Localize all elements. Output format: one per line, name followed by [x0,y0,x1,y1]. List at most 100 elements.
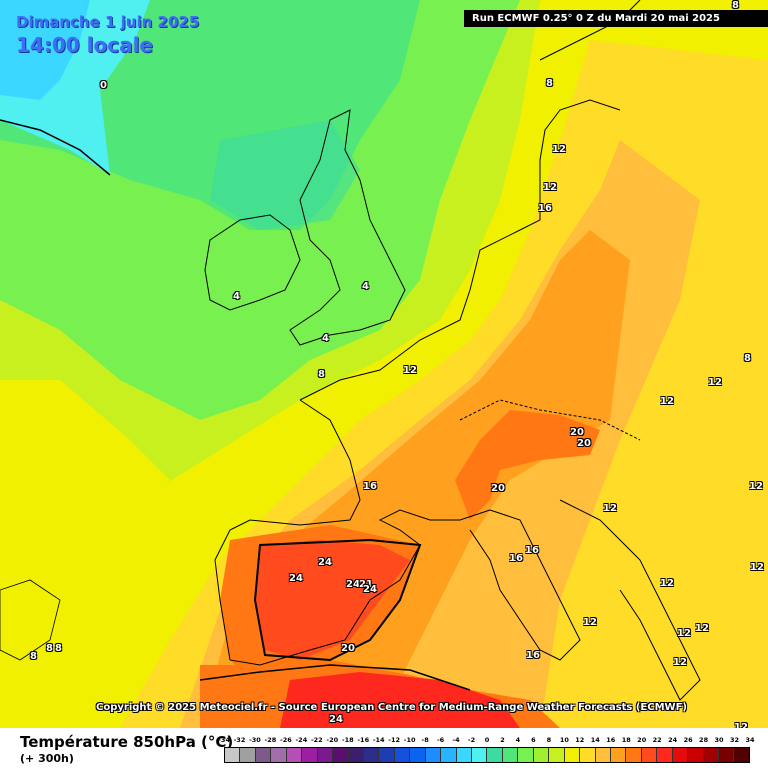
contour-label: 12 [695,623,709,634]
color-swatch [657,748,673,762]
color-swatch [641,748,658,762]
color-swatch [456,748,472,762]
scale-tick-label: -8 [421,736,429,744]
coastlines [0,0,701,701]
coast-balkans [559,499,701,701]
scale-tick-label: -20 [326,736,339,744]
contour-label: 12 [660,396,674,407]
contour-label: 12 [603,503,617,514]
color-swatch [425,748,442,762]
color-swatch [564,748,581,762]
coast-africa [199,664,471,691]
contour-label: 8 [546,78,553,89]
scale-tick-label: 4 [515,736,521,744]
contour-label: 12 [552,144,566,155]
scale-tick-label: -18 [341,736,354,744]
color-swatch [518,748,534,762]
scale-tick-label: 12 [575,736,585,744]
zone-teal-uk [210,120,360,230]
contour-label: 12 [673,657,687,668]
color-swatch [317,748,334,762]
variable-title: Température 850hPa (°C) [20,733,234,751]
color-swatch [255,748,272,762]
zone-iberia-22 [255,540,410,660]
coast-italy [469,509,581,661]
contour-label: 20 [491,483,505,494]
lead-time: (+ 300h) [20,752,74,765]
contour-label: 16 [363,481,377,492]
contour-label: 12 [734,722,748,733]
contour-label: 24 [363,584,377,595]
color-swatch [610,748,627,762]
scale-tick-label: 8 [546,736,552,744]
contour-label: 20 [570,427,584,438]
contour-label: 8 [318,369,325,380]
scale-tick-label: 28 [699,736,709,744]
color-swatch [688,748,704,762]
scale-tick-label: -30 [249,736,261,744]
scale-tick-label: 34 [745,736,755,744]
color-swatch [394,748,411,762]
scale-tick-label: -14 [372,736,385,744]
color-swatch [363,748,380,762]
contour-label: 0 [100,80,107,91]
contour-label: 12 [749,481,763,492]
contour-label: 16 [526,650,540,661]
contour-label: 24 [289,573,303,584]
color-swatch [580,748,596,762]
color-swatch [441,748,457,762]
scale-tick-label: 24 [668,736,678,744]
color-scale: -34 -32 -30 -28 -26 -24 -22 -20 -18 -16 -14 -12 -10-… [218,736,755,763]
color-swatch [333,748,349,762]
scale-tick-label: 20 [637,736,647,744]
color-swatch [502,748,519,762]
scale-tick-label: 2 [500,736,505,744]
scale-tick-label: -34 [218,736,230,744]
color-swatch [719,748,735,762]
zone-yellow-west [0,380,170,590]
zone-alps-20 [455,410,600,520]
color-swatch [472,748,488,762]
color-swatch [626,748,642,762]
coast-ireland [204,214,301,311]
scale-tick-label: -32 [233,736,246,744]
color-swatch [672,748,689,762]
contour-label: 12 [660,578,674,589]
island-azores [0,579,61,661]
contour-label: 8 [46,643,53,654]
contour-label: 8 [30,651,37,662]
contour-label: 24 [318,557,332,568]
color-swatch [286,748,303,762]
contour-label: 8 [55,643,62,654]
color-swatch [533,748,550,762]
scale-tick-label: -10 [403,736,416,744]
contour-label: 12 [583,617,597,628]
contour-24-iberia [253,538,422,662]
run-info: Run ECMWF 0.25° 0 Z du Mardi 20 mai 2025 [464,10,768,27]
copyright-notice: Copyright © 2025 Meteociel.fr - Source E… [96,702,687,713]
color-swatch [271,748,287,762]
scale-tick-label: -16 [357,736,370,744]
zone-africa-24 [280,672,520,728]
scale-tick-label: 18 [621,736,631,744]
contour-label: 16 [509,553,523,564]
map-canvas [0,0,768,728]
color-scale-ticks: -34 -32 -30 -28 -26 -24 -22 -20 -18 -16 -14 -12 -10-… [218,736,754,747]
contour-label: 8 [732,0,739,11]
coast-france-north [299,99,621,401]
color-swatch [225,748,241,762]
scale-tick-label: 14 [590,736,600,744]
color-scale-swatches [224,747,750,763]
contour-label: 4 [362,281,369,292]
forecast-date: Dimanche 1 juin 2025 [16,13,200,31]
color-swatch [302,748,318,762]
color-swatch [240,748,256,762]
zone-lightblue [0,0,90,100]
color-swatch [348,748,364,762]
scale-tick-label: 0 [484,736,490,744]
scale-tick-label: 32 [729,736,740,744]
contour-label: 16 [525,545,539,556]
scale-tick-label: -12 [388,736,401,744]
scale-tick-label: 6 [531,736,536,744]
contour-label: 8 [744,353,751,364]
